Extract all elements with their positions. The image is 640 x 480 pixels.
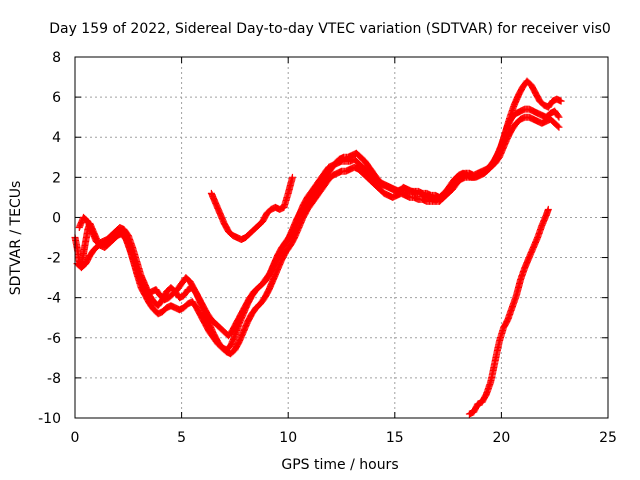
data-points: [71, 77, 565, 418]
y-tick-label: 4: [52, 130, 61, 146]
y-tick-label: -6: [47, 331, 61, 347]
data-point-marker: [557, 97, 565, 105]
series-2: [73, 113, 563, 358]
data-point-marker: [288, 173, 296, 181]
y-tick-label: -10: [38, 411, 61, 427]
y-tick-label: -4: [47, 291, 61, 307]
y-axis-ticks: -10 -8 -6 -4 -2 0 2 4 6 8: [38, 50, 608, 427]
series-5: [465, 205, 552, 418]
series-3: [75, 77, 565, 340]
data-point-marker: [555, 113, 563, 121]
x-tick-label: 25: [599, 430, 617, 446]
x-tick-label: 15: [386, 430, 404, 446]
y-tick-label: 0: [52, 210, 61, 226]
y-tick-label: -2: [47, 251, 61, 267]
data-point-marker: [554, 112, 562, 120]
x-tick-label: 0: [71, 430, 80, 446]
grid-lines: [75, 57, 608, 418]
x-tick-label: 5: [177, 430, 186, 446]
y-tick-label: 2: [52, 170, 61, 186]
y-axis-label: SDTVAR / TECUs: [8, 181, 24, 296]
data-point-marker: [555, 123, 563, 131]
chart-title: Day 159 of 2022, Sidereal Day-to-day VTE…: [49, 21, 611, 37]
x-tick-label: 10: [279, 430, 297, 446]
y-tick-label: 6: [52, 90, 61, 106]
series-4: [207, 173, 296, 243]
y-tick-label: 8: [52, 50, 61, 66]
x-tick-label: 20: [492, 430, 510, 446]
plot-frame: [74, 56, 609, 419]
x-axis-label: GPS time / hours: [281, 457, 398, 473]
data-point-marker: [554, 122, 562, 130]
data-point-marker: [544, 205, 552, 213]
series-1: [71, 105, 563, 354]
y-tick-label: -8: [47, 371, 61, 387]
